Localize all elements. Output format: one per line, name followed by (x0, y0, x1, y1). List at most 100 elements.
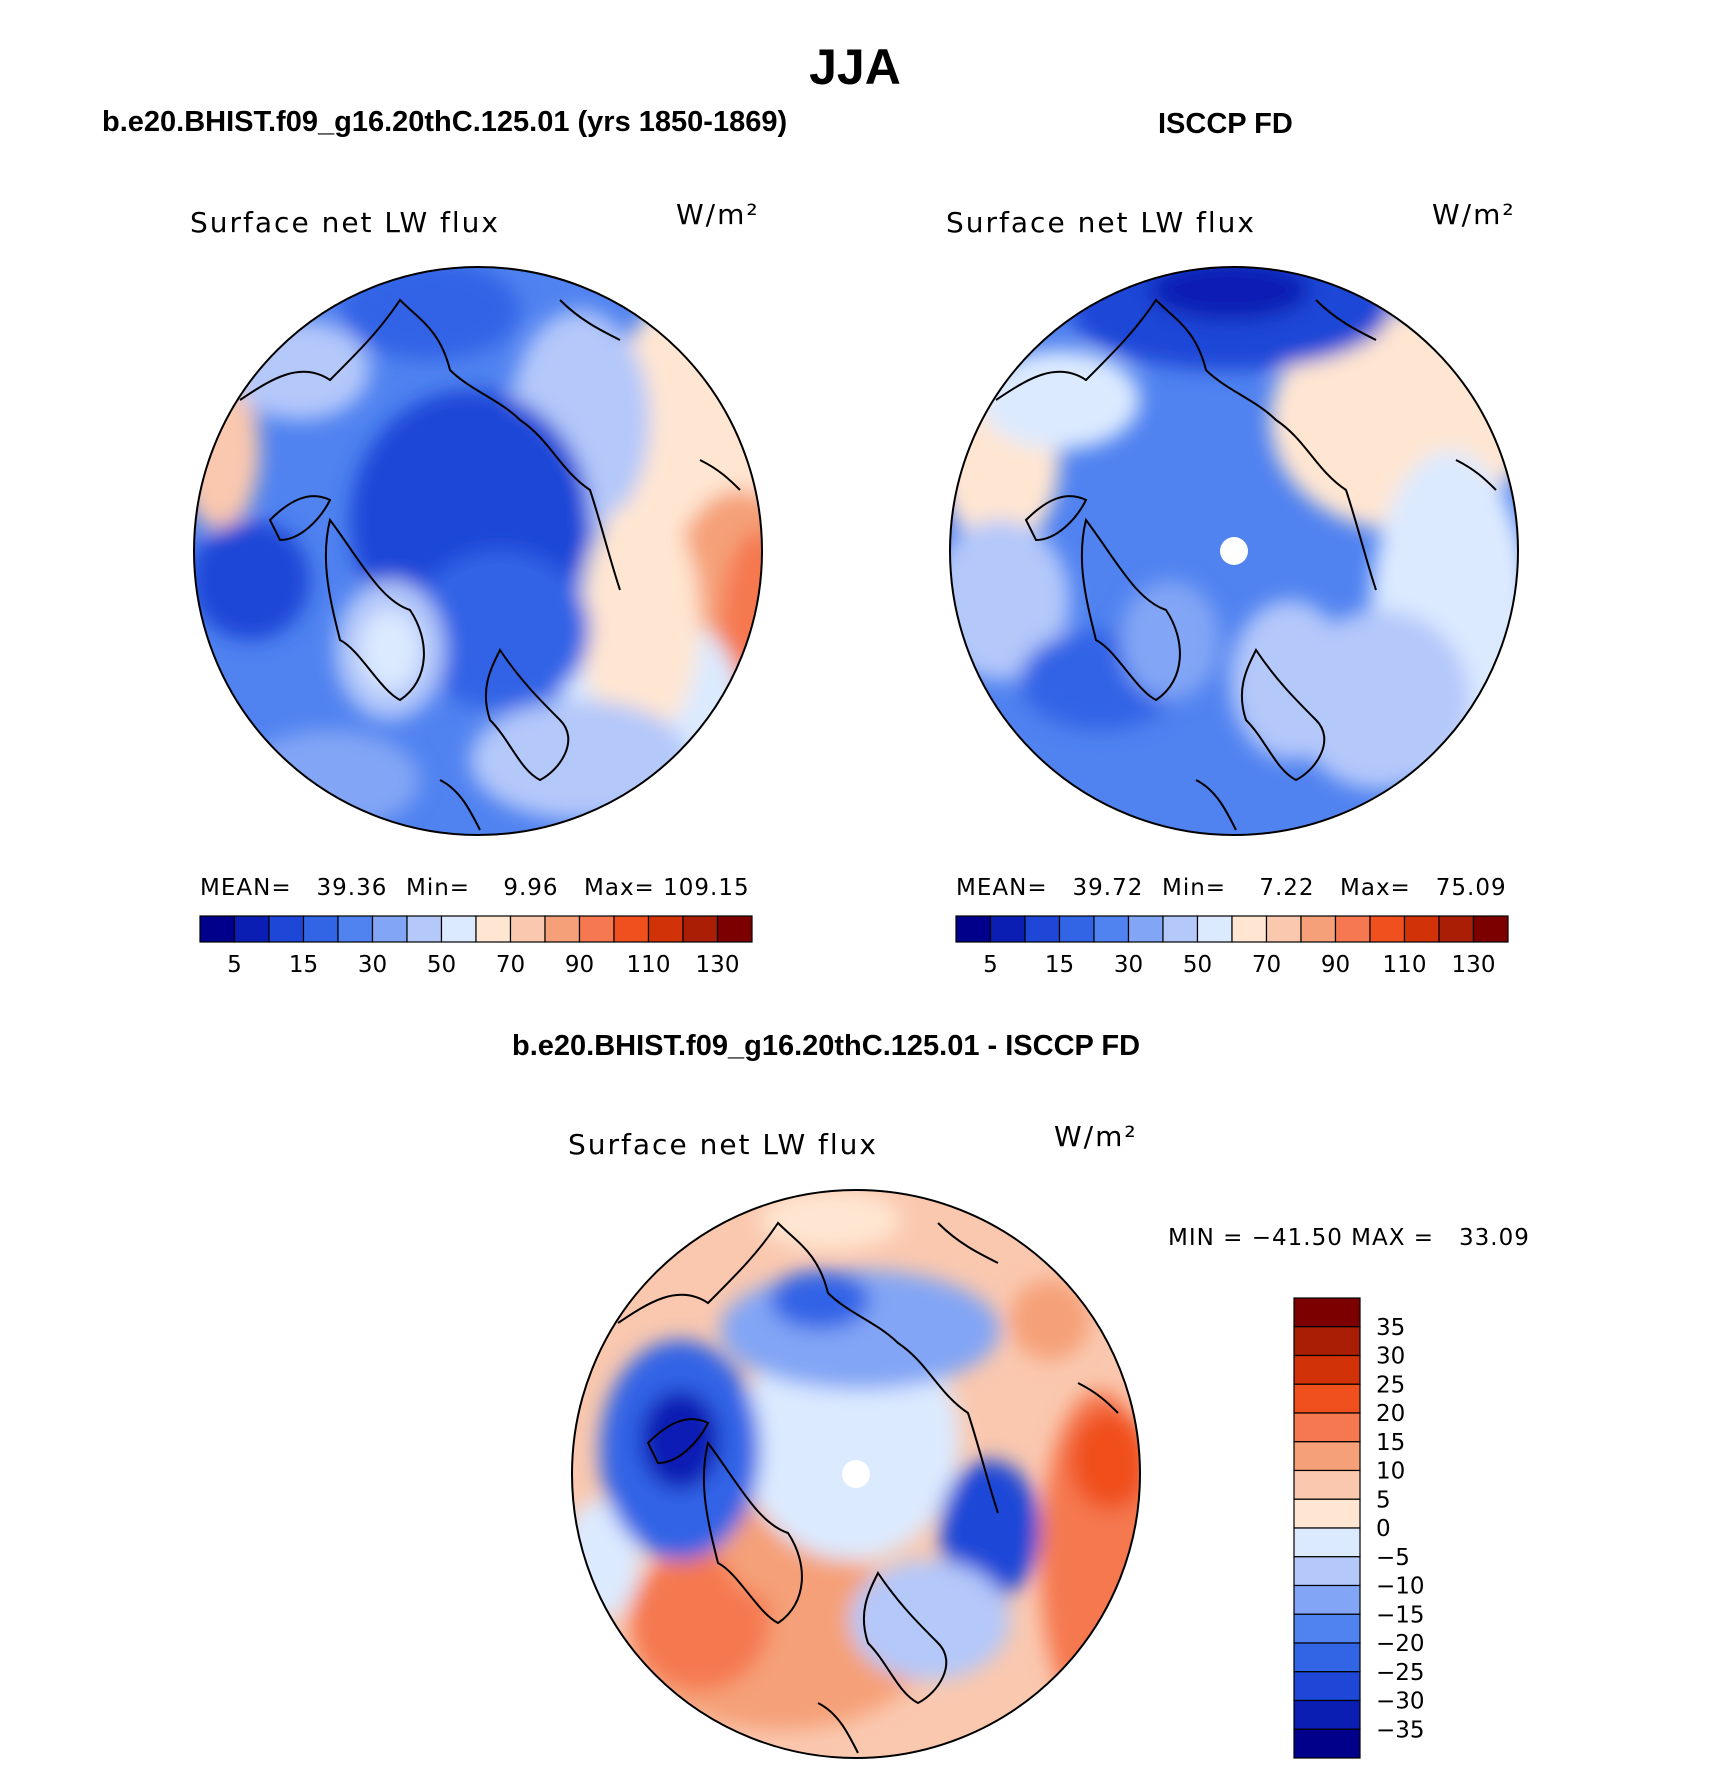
diff-colorbar-tick-label: −25 (1376, 1660, 1425, 1686)
model-colorbar-tick-label: 70 (496, 952, 525, 978)
diff-colorbar-tick-label: 30 (1376, 1344, 1405, 1370)
diff-colorbar-tick-label: −5 (1376, 1545, 1410, 1571)
diff-colorbar-swatch (1293, 1383, 1361, 1414)
model-colorbar-swatch (475, 915, 512, 943)
model-colorbar-swatch (337, 915, 374, 943)
model-polar-map (193, 266, 763, 836)
model-colorbar-tick-label: 110 (627, 952, 671, 978)
obs-colorbar-tick-label: 15 (1045, 952, 1074, 978)
obs-max-stat: Max= 75.09 (1340, 875, 1507, 901)
obs-panel-header: ISCCP FD (1158, 108, 1293, 140)
model-colorbar-swatch (647, 915, 684, 943)
diff-colorbar-swatch (1293, 1354, 1361, 1385)
model-colorbar-swatch (233, 915, 270, 943)
diff-colorbar-tick-label: 20 (1376, 1401, 1405, 1427)
model-colorbar-tick-label: 50 (427, 952, 456, 978)
obs-colorbar-swatch (955, 915, 992, 943)
obs-colorbar-tick-label: 5 (983, 952, 998, 978)
diff-colorbar-swatch (1293, 1441, 1361, 1472)
model-colorbar-swatch (406, 915, 443, 943)
obs-colorbar-tick-label: 30 (1114, 952, 1143, 978)
obs-colorbar-swatch (1369, 915, 1406, 943)
model-colorbar-swatch (509, 915, 546, 943)
page-title: JJA (809, 39, 901, 95)
obs-colorbar-swatch (1300, 915, 1337, 943)
diff-colorbar-swatch (1293, 1326, 1361, 1357)
diff-units-label: W/m² (1054, 1120, 1138, 1153)
diff-colorbar-swatch (1293, 1584, 1361, 1615)
diff-colorbar-swatch (1293, 1469, 1361, 1500)
model-colorbar-tick-label: 15 (289, 952, 318, 978)
obs-variable-title: Surface net LW flux (946, 206, 1256, 239)
diff-colorbar-swatch (1293, 1671, 1361, 1702)
diff-colorbar-swatch (1293, 1613, 1361, 1644)
model-colorbar-swatch (578, 915, 615, 943)
model-min-stat: Min= 9.96 (406, 875, 559, 901)
model-colorbar-swatch (268, 915, 305, 943)
diff-colorbar-swatch (1293, 1527, 1361, 1558)
obs-colorbar-tick-label: 50 (1183, 952, 1212, 978)
diff-colorbar-tick-label: −10 (1376, 1574, 1425, 1600)
model-colorbar-swatch (371, 915, 408, 943)
obs-colorbar-tick-label: 90 (1321, 952, 1350, 978)
model-variable-title: Surface net LW flux (190, 206, 500, 239)
obs-colorbar-swatch (1093, 915, 1130, 943)
diff-variable-title: Surface net LW flux (568, 1128, 878, 1161)
model-colorbar: 5 15 30 50 70 90 110 130 (199, 915, 753, 978)
diff-colorbar-tick-label: −20 (1376, 1631, 1425, 1657)
diff-minmax-stat: MIN = −41.50 MAX = 33.09 (1168, 1225, 1530, 1251)
model-colorbar-swatch (199, 915, 236, 943)
obs-colorbar-swatch (1024, 915, 1061, 943)
diff-colorbar-swatch (1293, 1412, 1361, 1443)
diff-colorbar-tick-label: 35 (1376, 1315, 1405, 1341)
diff-colorbar-swatch (1293, 1556, 1361, 1587)
obs-colorbar-swatch (1162, 915, 1199, 943)
model-colorbar-swatch (440, 915, 477, 943)
obs-colorbar-swatch (989, 915, 1026, 943)
diff-colorbar-tick-label: −15 (1376, 1602, 1425, 1628)
diff-panel-header: b.e20.BHIST.f09_g16.20thC.125.01 - ISCCP… (512, 1030, 1141, 1062)
model-colorbar-swatch (544, 915, 581, 943)
diff-colorbar-tick-label: 0 (1376, 1516, 1391, 1542)
diff-colorbar-swatch (1293, 1498, 1361, 1529)
diff-colorbar-swatch (1293, 1642, 1361, 1673)
model-units-label: W/m² (676, 198, 760, 231)
model-colorbar-swatch (613, 915, 650, 943)
model-colorbar-swatch (716, 915, 753, 943)
obs-colorbar-swatch (1265, 915, 1302, 943)
obs-colorbar: 5 15 30 50 70 90 110 130 (955, 915, 1509, 978)
obs-colorbar-swatch (1058, 915, 1095, 943)
model-colorbar-tick-label: 130 (696, 952, 740, 978)
obs-colorbar-tick-label: 130 (1452, 952, 1496, 978)
obs-colorbar-swatch (1403, 915, 1440, 943)
obs-units-label: W/m² (1432, 198, 1516, 231)
obs-colorbar-swatch (1196, 915, 1233, 943)
model-colorbar-swatch (682, 915, 719, 943)
model-colorbar-tick-label: 30 (358, 952, 387, 978)
diff-colorbar-tick-label: −35 (1376, 1717, 1425, 1743)
obs-colorbar-tick-label: 70 (1252, 952, 1281, 978)
diff-colorbar-tick-label: −30 (1376, 1689, 1425, 1715)
obs-colorbar-swatch (1438, 915, 1475, 943)
obs-mean-stat: MEAN= 39.72 (956, 875, 1144, 901)
diff-colorbar-tick-label: 25 (1376, 1372, 1405, 1398)
obs-colorbar-tick-label: 110 (1383, 952, 1427, 978)
obs-polar-map (949, 266, 1519, 836)
obs-colorbar-swatch (1334, 915, 1371, 943)
diff-colorbar-tick-label: 5 (1376, 1487, 1391, 1513)
diff-colorbar-tick-label: 10 (1376, 1459, 1405, 1485)
model-mean-stat: MEAN= 39.36 (200, 875, 388, 901)
obs-min-stat: Min= 7.22 (1162, 875, 1315, 901)
obs-colorbar-swatch (1127, 915, 1164, 943)
diff-polar-map (571, 1189, 1141, 1759)
diff-colorbar-swatch (1293, 1297, 1361, 1328)
model-colorbar-swatch (302, 915, 339, 943)
obs-colorbar-swatch (1231, 915, 1268, 943)
model-colorbar-tick-label: 90 (565, 952, 594, 978)
diff-colorbar-tick-label: 15 (1376, 1430, 1405, 1456)
diff-colorbar-swatch (1293, 1699, 1361, 1730)
obs-colorbar-swatch (1472, 915, 1509, 943)
model-max-stat: Max= 109.15 (584, 875, 750, 901)
